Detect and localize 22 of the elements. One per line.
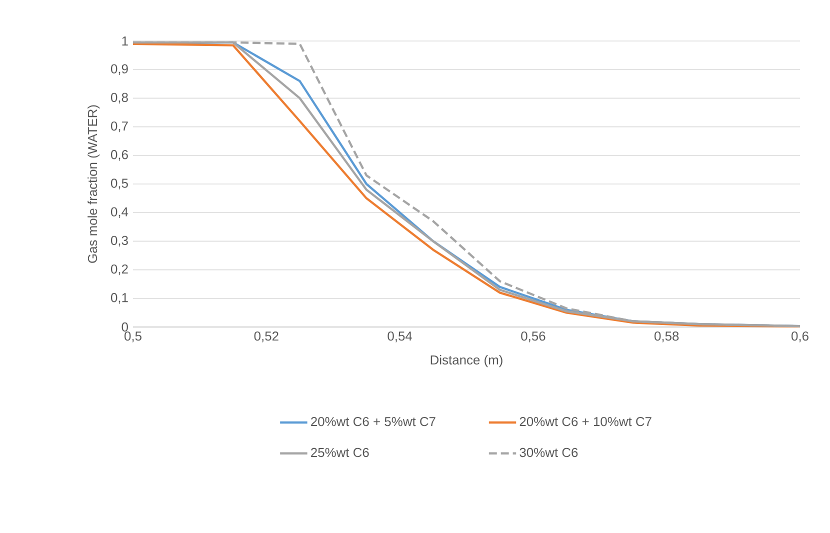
y-tick-label: 0,6 (110, 150, 128, 161)
y-tick-label: 0,8 (110, 92, 128, 104)
y-axis-title: Gas mole fraction (WATER) (88, 105, 100, 263)
y-tick-label: 0,5 (110, 178, 128, 190)
legend-label: 20%wt C6 + 10%wt C7 (520, 416, 652, 426)
x-tick-label: 0,56 (521, 332, 546, 342)
x-tick-label: 0,54 (388, 332, 412, 342)
y-tick-label: 0,1 (110, 293, 128, 304)
y-tick-label: 0,9 (110, 64, 128, 75)
y-tick-label: 0,4 (110, 207, 128, 218)
x-axis-title: Distance (m) (430, 355, 502, 368)
legend-label: 30%wt C6 (520, 448, 578, 458)
y-tick-label: 0,2 (110, 264, 128, 276)
y-tick-label: 0,7 (110, 121, 128, 132)
y-tick-label: 1 (122, 36, 128, 46)
y-tick-label: 0,3 (110, 236, 128, 247)
legend-label: 20%wt C6 + 5%wt C7 (311, 416, 436, 426)
y-tick-label: 0 (122, 322, 128, 332)
x-tick-label: 0,52 (254, 332, 278, 342)
legend-label: 25%wt C6 (311, 448, 369, 458)
x-tick-label: 0,6 (792, 332, 808, 342)
x-tick-label: 0,58 (654, 332, 679, 342)
